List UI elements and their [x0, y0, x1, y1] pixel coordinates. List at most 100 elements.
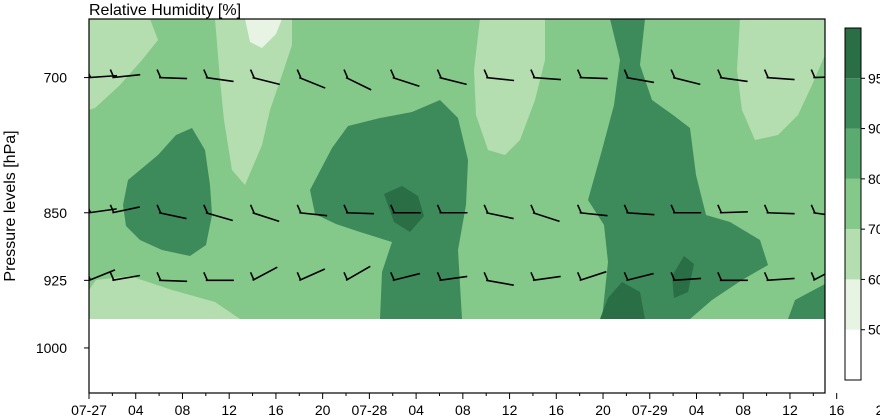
wind-barb [576, 270, 607, 282]
wind-barb [390, 272, 421, 282]
wind-barb [390, 69, 420, 87]
dark-region [310, 100, 468, 319]
wind-barb [296, 204, 328, 217]
light-region [215, 19, 292, 185]
wind-barb [343, 204, 375, 215]
wind-barb [343, 69, 372, 91]
barb-shaft [579, 270, 607, 282]
very-light-region [245, 19, 282, 48]
y-axis-label: Pressure levels [hPa] [2, 130, 19, 281]
barb-flag [203, 272, 209, 281]
barb-shaft [626, 211, 655, 216]
barb-flag [296, 272, 302, 281]
wind-barb [670, 69, 701, 86]
light-region [89, 276, 240, 319]
barb-shaft [252, 266, 278, 282]
humidity-field [89, 19, 825, 319]
barb-shaft [345, 211, 375, 215]
barb-shaft [766, 76, 795, 81]
x-tick-label: 12 [502, 402, 518, 418]
barb-flag [810, 69, 816, 78]
y-axis: 700 850 925 1000 [36, 70, 89, 356]
wind-barb [343, 265, 371, 282]
x-tick-label: 12 [221, 402, 237, 418]
wind-barb [717, 272, 748, 282]
barb-flag [249, 204, 255, 214]
wind-barb [623, 204, 655, 216]
barb-shaft [626, 76, 655, 84]
barb-flag [296, 204, 302, 214]
barb-shaft [439, 275, 468, 282]
x-tick-label: 04 [408, 402, 424, 418]
barb-flag [109, 69, 115, 78]
x-tick-label: 16 [549, 402, 565, 418]
barb-flag [530, 69, 536, 78]
barb-flag [576, 204, 582, 214]
wind-barb [483, 204, 514, 220]
barb-flag [763, 272, 769, 281]
dark-region [588, 19, 768, 319]
wind-barb [717, 204, 748, 214]
dark-region [788, 284, 825, 319]
barb-flag [623, 272, 629, 281]
wind-barb [436, 204, 468, 214]
barb-flag [483, 272, 489, 281]
darkest-region [672, 256, 694, 298]
barb-shaft [112, 73, 141, 79]
barb-flag [436, 69, 442, 78]
barb-shaft [486, 279, 514, 286]
colorbar-label: 95 [868, 70, 880, 86]
colorbar-swatch [845, 329, 861, 380]
colorbar-swatch [845, 28, 861, 79]
x-tick-label: 04 [689, 402, 705, 418]
wind-barb [109, 272, 141, 282]
wind-barb [89, 72, 117, 79]
wind-barb [436, 69, 467, 86]
colorbar-label: 60 [868, 271, 880, 287]
wind-barb [203, 272, 234, 282]
wind-barb [576, 69, 608, 80]
barb-shaft [89, 74, 117, 79]
x-tick-label: 16 [829, 402, 845, 418]
colorbar-swatch [845, 279, 861, 330]
barb-shaft [252, 211, 280, 223]
barb-flag [390, 69, 395, 78]
wind-barb [670, 204, 702, 214]
wind-barb [530, 272, 561, 282]
x-axis: 07-27 04 08 12 16 20 07-28 04 08 12 16 20 07-29 04 08 1… [71, 393, 880, 418]
wind-barb [203, 204, 233, 222]
barb-flag [670, 69, 676, 78]
barb-shaft [392, 76, 420, 87]
barb-shaft [532, 275, 561, 282]
barb-flag [203, 204, 209, 214]
barb-shaft [159, 76, 188, 80]
x-tick-label: 07-27 [71, 402, 107, 418]
wind-barb [249, 204, 280, 223]
barb-flag [436, 272, 442, 281]
barb-flag [390, 204, 395, 214]
wind-barb [810, 272, 825, 282]
barb-flag [343, 204, 349, 214]
barb-shaft [719, 210, 748, 214]
barb-flag [343, 272, 349, 281]
barb-flag [296, 69, 302, 78]
wind-barb [156, 69, 188, 80]
barb-flag [530, 272, 536, 281]
colorbar-label: 70 [868, 221, 880, 237]
wind-barb [436, 272, 468, 282]
wind-barb [763, 272, 795, 282]
barb-flag [343, 69, 349, 78]
barb-flag [717, 69, 723, 78]
x-tick-label: 16 [268, 402, 284, 418]
barb-shaft [392, 272, 421, 282]
barb-shaft [766, 277, 795, 282]
barb-shaft [299, 211, 328, 217]
darkest-region [384, 186, 424, 232]
colorbar-swatch [845, 178, 861, 230]
barb-flag [156, 69, 162, 78]
colorbar-label: 90 [868, 121, 880, 137]
barb-flag [530, 204, 536, 214]
barb-flag [483, 204, 489, 214]
wind-barb [483, 69, 515, 82]
barb-shaft [298, 76, 326, 89]
